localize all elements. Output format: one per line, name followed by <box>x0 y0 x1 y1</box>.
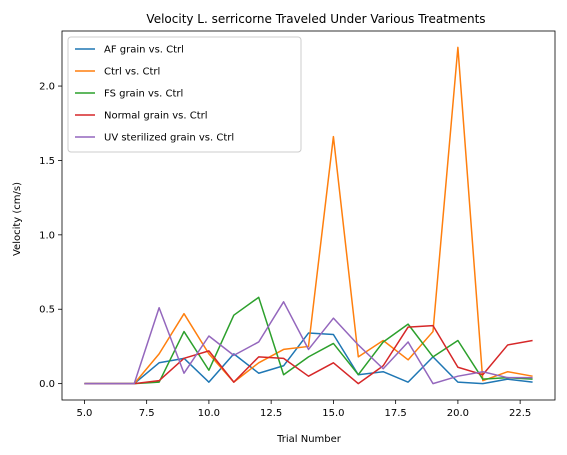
series-line-5 <box>84 301 533 385</box>
series-line-3 <box>84 296 533 385</box>
x-tick-label: 5.0 <box>76 408 92 419</box>
series-line-1 <box>84 332 533 385</box>
x-tick-label: 15.0 <box>322 408 344 419</box>
y-tick-label: 1.0 <box>39 230 55 241</box>
legend-label-5: UV sterilized grain vs. Ctrl <box>104 133 234 144</box>
y-axis-label: Velocity (cm/s) <box>12 182 23 256</box>
x-tick-label: 12.5 <box>260 408 282 419</box>
legend-box <box>67 36 302 153</box>
y-tick-label: 1.5 <box>39 156 55 167</box>
legend-label-4: Normal grain vs. Ctrl <box>104 111 208 122</box>
legend-label-3: FS grain vs. Ctrl <box>104 89 183 100</box>
x-tick-label: 20.0 <box>447 408 469 419</box>
chart-title: Velocity L. serricorne Traveled Under Va… <box>146 12 485 26</box>
legend-label-2: Ctrl vs. Ctrl <box>104 67 160 78</box>
x-tick-label: 17.5 <box>385 408 407 419</box>
x-tick-label: 7.5 <box>139 408 155 419</box>
axes: 5.0 7.5 10.0 12.5 15.0 17.5 20.0 22.5 0.0 0.5 1.0 1… <box>39 30 556 419</box>
x-tick-label: 10.0 <box>198 408 220 419</box>
series-line-2 <box>84 46 533 385</box>
x-tick-label: 22.5 <box>509 408 531 419</box>
y-tick-label: 2.0 <box>39 82 55 93</box>
y-tick-label: 0.5 <box>39 305 55 316</box>
plot-lines <box>84 46 533 385</box>
legend: AF grain vs. Ctrl Ctrl vs. Ctrl FS grain v… <box>67 36 302 153</box>
y-tick-label: 0.0 <box>39 379 55 390</box>
x-axis-label: Trial Number <box>276 434 342 445</box>
plot-frame <box>61 30 556 401</box>
legend-label-1: AF grain vs. Ctrl <box>104 45 184 56</box>
series-line-4 <box>84 324 533 385</box>
